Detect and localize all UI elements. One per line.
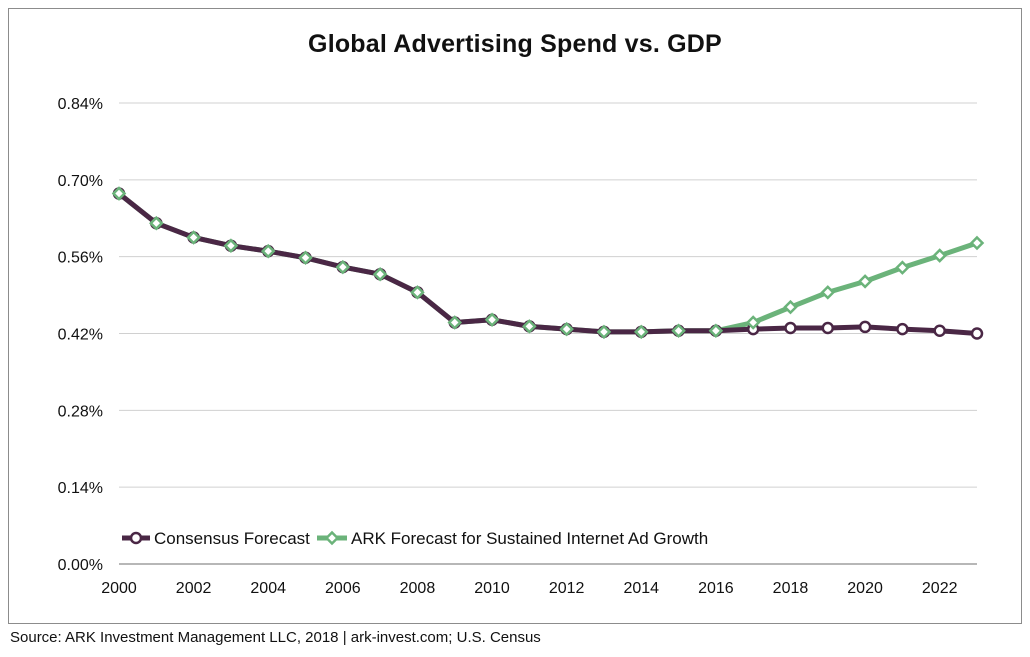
ark-forecast-point — [260, 243, 276, 259]
legend-label-ark: ARK Forecast for Sustained Internet Ad G… — [351, 529, 708, 548]
legend-marker-ark — [324, 530, 340, 546]
x-tick-label: 2018 — [773, 580, 809, 597]
x-tick-label: 2014 — [623, 580, 659, 597]
y-axis-ticks: 0.00% 0.14% 0.28% 0.42% 0.56% 0.70% 0.84% — [58, 96, 103, 574]
ark-forecast-point — [783, 299, 798, 315]
ark-forecast-line — [116, 191, 980, 335]
y-tick-label: 0.84% — [58, 96, 103, 113]
y-tick-label: 0.70% — [58, 173, 103, 190]
x-tick-label: 2008 — [400, 580, 436, 597]
ark-forecast-point — [335, 259, 351, 275]
consensus-forecast-line — [116, 191, 980, 336]
x-tick-label: 2006 — [325, 580, 361, 597]
ark-forecast-point — [149, 215, 164, 231]
ark-forecast-point — [932, 248, 947, 263]
y-tick-label: 0.14% — [58, 480, 103, 497]
consensus-point — [784, 321, 797, 335]
line-chart: 0.00% 0.14% 0.28% 0.42% 0.56% 0.70% 0.84% 2000… — [58, 96, 985, 597]
ark-forecast-point — [820, 285, 836, 300]
source-note: Source: ARK Investment Management LLC, 2… — [10, 629, 541, 646]
consensus-point — [933, 324, 946, 338]
x-tick-label: 2010 — [474, 580, 510, 597]
legend: Consensus Forecast ARK Forecast for Susta… — [122, 529, 708, 548]
ark-forecast-point — [671, 323, 686, 339]
consensus-point — [858, 320, 872, 334]
ark-forecast-point — [223, 238, 239, 253]
ark-forecast-point — [111, 186, 127, 201]
chart-title: Global Advertising Spend vs. GDP — [308, 30, 722, 58]
ark-forecast-point — [298, 250, 313, 266]
ark-forecast-point — [745, 315, 761, 330]
chart-frame — [8, 8, 1022, 624]
ark-forecast-point — [447, 315, 463, 330]
x-tick-label: 2004 — [250, 580, 286, 597]
x-axis-ticks: 2000 2002 2004 2006 2008 2010 2012 2014 2016 2018… — [101, 580, 957, 597]
consensus-point — [970, 327, 984, 340]
y-tick-label: 0.42% — [58, 327, 103, 344]
x-tick-label: 2020 — [847, 580, 883, 597]
gridlines — [119, 102, 977, 565]
ark-forecast-point — [857, 274, 873, 289]
ark-forecast-point — [559, 321, 574, 337]
legend-marker-consensus — [129, 531, 143, 545]
x-tick-label: 2012 — [549, 580, 585, 597]
ark-forecast-point — [186, 230, 201, 245]
consensus-point — [896, 322, 909, 336]
ark-forecast-point — [484, 312, 500, 328]
ark-forecast-point — [372, 266, 388, 282]
x-tick-label: 2000 — [101, 580, 137, 597]
ark-forecast-point — [895, 260, 910, 275]
series-layer — [111, 186, 985, 340]
ark-forecast-point — [596, 324, 612, 340]
y-tick-label: 0.00% — [58, 557, 103, 574]
y-tick-label: 0.28% — [58, 403, 103, 420]
ark-forecast-point — [969, 235, 985, 251]
x-tick-label: 2016 — [698, 580, 734, 597]
ark-forecast-point — [522, 319, 537, 334]
legend-label-consensus: Consensus Forecast — [154, 529, 310, 548]
consensus-point — [821, 321, 835, 335]
ark-forecast-point — [633, 324, 649, 340]
ark-forecast-point — [410, 285, 425, 300]
ark-forecast-point — [708, 323, 724, 339]
x-tick-label: 2022 — [922, 580, 958, 597]
x-tick-label: 2002 — [176, 580, 212, 597]
y-tick-label: 0.56% — [58, 250, 103, 267]
